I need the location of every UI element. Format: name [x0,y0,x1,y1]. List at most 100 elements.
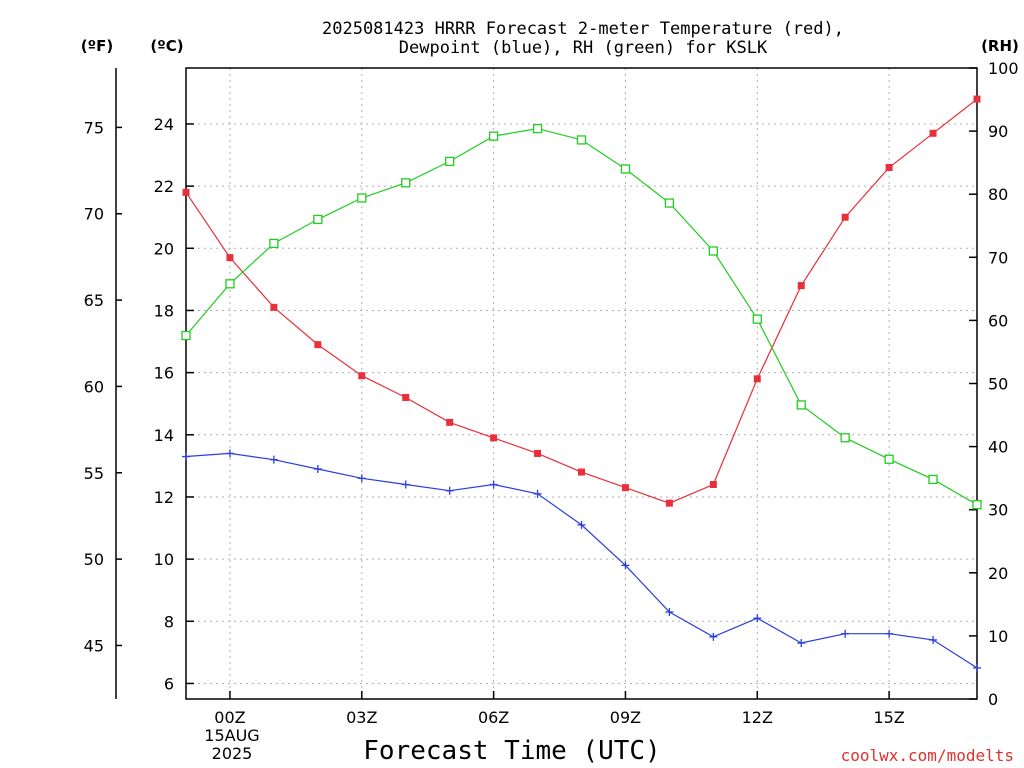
grid-lines [186,68,977,699]
x-tick-label-00Z: 00Z [214,708,245,727]
series-1-point-4 [401,480,410,489]
celsius-tick-label-20: 20 [154,239,174,258]
series-rh [181,123,982,510]
series-line-1 [185,452,978,669]
series-2-point-6 [488,131,499,141]
series-2-meter-temperature [182,95,981,507]
series-2-point-0 [225,279,235,289]
series-2-point-4 [401,178,411,188]
fahrenheit-tick-label-45: 45 [84,636,104,655]
series-0-point-9 [621,484,629,492]
series-0-point-7 [534,449,542,457]
rh-tick-label-50: 50 [988,375,1008,394]
series-1-point-15 [885,629,894,638]
series-0-point-15 [885,163,893,171]
series-2-point-10 [664,198,675,208]
series-0-point-11 [709,481,717,489]
rh-tick-label-40: 40 [988,438,1008,457]
chart-title-line1: 2025081423 HRRR Forecast 2-meter Tempera… [322,19,844,39]
series-2-point-17 [972,500,982,510]
series-dewpoint [182,449,981,672]
x-axis-label: Forecast Time (UTC) [363,736,660,766]
series-1-point-12 [753,614,762,623]
series-1-point-0 [225,449,234,458]
series-0-point-17 [973,95,981,103]
series-1-point-8 [577,520,586,529]
series-1-point-1 [269,455,278,464]
celsius-axis-unit: (ºC) [150,37,183,55]
series-2-point-2 [313,214,323,225]
x-tick-label-06Z: 06Z [478,708,509,727]
rh-tick-label-100: 100 [988,59,1019,78]
series-0-point-13 [797,282,805,290]
series-2-point-11 [708,246,718,256]
series-0-point-1 [270,303,278,311]
series-0-point--1 [182,188,190,196]
series-2-point-16 [928,474,938,485]
series-0-point-14 [841,213,849,221]
series-2-point-15 [884,454,894,464]
fahrenheit-tick-label-55: 55 [84,464,104,483]
series-0-point-10 [665,499,673,507]
series-1-point-2 [313,464,322,473]
celsius-tick-label-14: 14 [154,426,174,445]
credit-link[interactable]: coolwx.com/modelts [841,746,1014,765]
celsius-tick-label-16: 16 [154,364,174,383]
fahrenheit-tick-label-60: 60 [84,377,104,396]
data-series [181,95,982,672]
rh-tick-label-80: 80 [988,185,1008,204]
rh-tick-label-20: 20 [988,564,1008,583]
x-tick-label-03Z: 03Z [346,708,377,727]
rh-tick-label-30: 30 [988,501,1008,520]
celsius-tick-label-10: 10 [154,550,174,569]
series-2-point-7 [532,123,543,134]
series-0-point-3 [358,372,366,380]
series-2-point-13 [796,400,806,410]
date-label-year: 2025 [212,744,253,763]
series-1-point-6 [489,480,498,489]
series-0-point-16 [929,129,937,137]
series-1-point-3 [357,474,366,483]
celsius-tick-label-18: 18 [154,301,174,320]
x-tick-label-15Z: 15Z [873,708,904,727]
series-2-point-8 [576,135,587,145]
series-1-point-9 [621,561,630,570]
series-0-point-4 [402,393,410,401]
fahrenheit-tick-label-50: 50 [84,550,104,569]
series-1-point--1 [182,452,190,461]
plot-frame [185,67,978,700]
series-1-point-16 [929,635,938,644]
x-tick-label-09Z: 09Z [610,708,641,727]
series-2-point-9 [620,164,631,174]
series-2-point-3 [357,193,367,203]
rh-axis-unit: (RH) [981,37,1019,55]
series-0-point-6 [490,434,498,442]
series-2-point-1 [269,238,279,249]
series-0-point-5 [446,418,454,426]
fahrenheit-tick-label-75: 75 [84,118,104,137]
series-1-point-10 [665,607,674,616]
celsius-tick-label-6: 6 [164,674,174,693]
series-2-point--1 [181,330,191,341]
series-line-2 [185,127,978,506]
series-2-point-14 [840,433,850,443]
rh-tick-label-10: 10 [988,627,1008,646]
axes: 45 50 55 60 65 70 75 6 8 10 12 14 16 18 20 22 24 0 10 20 30 4… [84,59,1019,727]
fahrenheit-tick-label-65: 65 [84,291,104,310]
fahrenheit-tick-label-70: 70 [84,205,104,224]
celsius-tick-label-24: 24 [154,115,174,134]
rh-tick-label-70: 70 [988,248,1008,267]
series-1-point-5 [445,486,454,495]
rh-tick-label-60: 60 [988,311,1008,330]
series-1-point-7 [533,489,542,498]
rh-tick-label-0: 0 [988,690,998,709]
x-tick-label-12Z: 12Z [742,708,773,727]
celsius-tick-label-8: 8 [164,612,174,631]
date-label-day: 15AUG [204,726,259,745]
rh-tick-label-90: 90 [988,122,1008,141]
series-0-point-2 [314,341,322,349]
series-2-point-5 [445,156,455,167]
series-1-point-14 [841,629,850,638]
series-1-point-13 [797,639,806,648]
series-1-point-11 [709,632,718,641]
